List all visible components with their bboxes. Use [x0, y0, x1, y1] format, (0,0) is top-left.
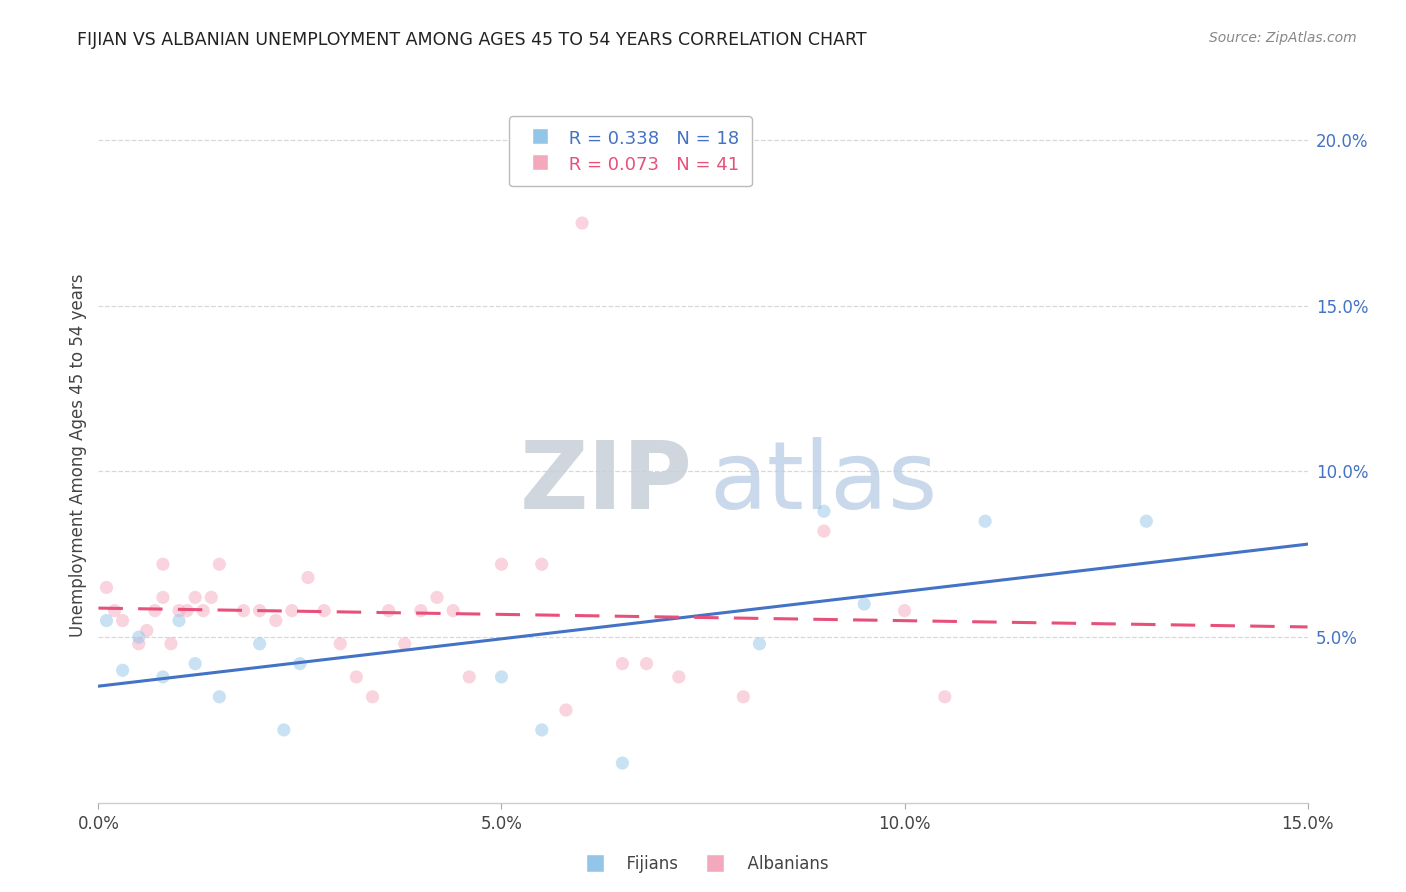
Point — [555, 703, 578, 717]
Legend:   Fijians,   Albanians: Fijians, Albanians — [571, 848, 835, 880]
Point — [491, 558, 513, 572]
Point — [394, 637, 416, 651]
Point — [893, 604, 915, 618]
Point — [135, 624, 157, 638]
Point — [361, 690, 384, 704]
Point — [733, 690, 755, 704]
Point — [103, 604, 125, 618]
Point — [344, 670, 367, 684]
Point — [176, 604, 198, 618]
Legend:  R = 0.338   N = 18,  R = 0.073   N = 41: R = 0.338 N = 18, R = 0.073 N = 41 — [509, 116, 752, 186]
Point — [184, 591, 207, 605]
Point — [232, 604, 254, 618]
Point — [111, 663, 134, 677]
Point — [636, 657, 658, 671]
Point — [530, 723, 553, 737]
Point — [853, 597, 876, 611]
Point — [409, 604, 432, 618]
Point — [167, 614, 190, 628]
Point — [314, 604, 336, 618]
Point — [193, 604, 215, 618]
Point — [273, 723, 295, 737]
Point — [934, 690, 956, 704]
Point — [491, 670, 513, 684]
Point — [288, 657, 311, 671]
Point — [208, 690, 231, 704]
Point — [974, 514, 997, 528]
Point — [668, 670, 690, 684]
Point — [530, 558, 553, 572]
Point — [128, 637, 150, 651]
Point — [167, 604, 190, 618]
Point — [208, 558, 231, 572]
Text: atlas: atlas — [710, 437, 938, 529]
Point — [184, 657, 207, 671]
Point — [281, 604, 304, 618]
Point — [111, 614, 134, 628]
Point — [152, 591, 174, 605]
Point — [96, 581, 118, 595]
Text: ZIP: ZIP — [520, 437, 693, 529]
Point — [249, 637, 271, 651]
Point — [200, 591, 222, 605]
Point — [813, 524, 835, 538]
Point — [160, 637, 183, 651]
Point — [96, 614, 118, 628]
Point — [612, 756, 634, 770]
Point — [128, 630, 150, 644]
Point — [426, 591, 449, 605]
Point — [813, 504, 835, 518]
Point — [152, 670, 174, 684]
Point — [329, 637, 352, 651]
Text: FIJIAN VS ALBANIAN UNEMPLOYMENT AMONG AGES 45 TO 54 YEARS CORRELATION CHART: FIJIAN VS ALBANIAN UNEMPLOYMENT AMONG AG… — [77, 31, 868, 49]
Point — [748, 637, 770, 651]
Point — [377, 604, 399, 618]
Text: Source: ZipAtlas.com: Source: ZipAtlas.com — [1209, 31, 1357, 45]
Point — [143, 604, 166, 618]
Point — [297, 570, 319, 584]
Point — [571, 216, 593, 230]
Point — [1135, 514, 1157, 528]
Point — [612, 657, 634, 671]
Point — [249, 604, 271, 618]
Point — [458, 670, 481, 684]
Point — [152, 558, 174, 572]
Point — [441, 604, 464, 618]
Point — [264, 614, 287, 628]
Y-axis label: Unemployment Among Ages 45 to 54 years: Unemployment Among Ages 45 to 54 years — [69, 273, 87, 637]
